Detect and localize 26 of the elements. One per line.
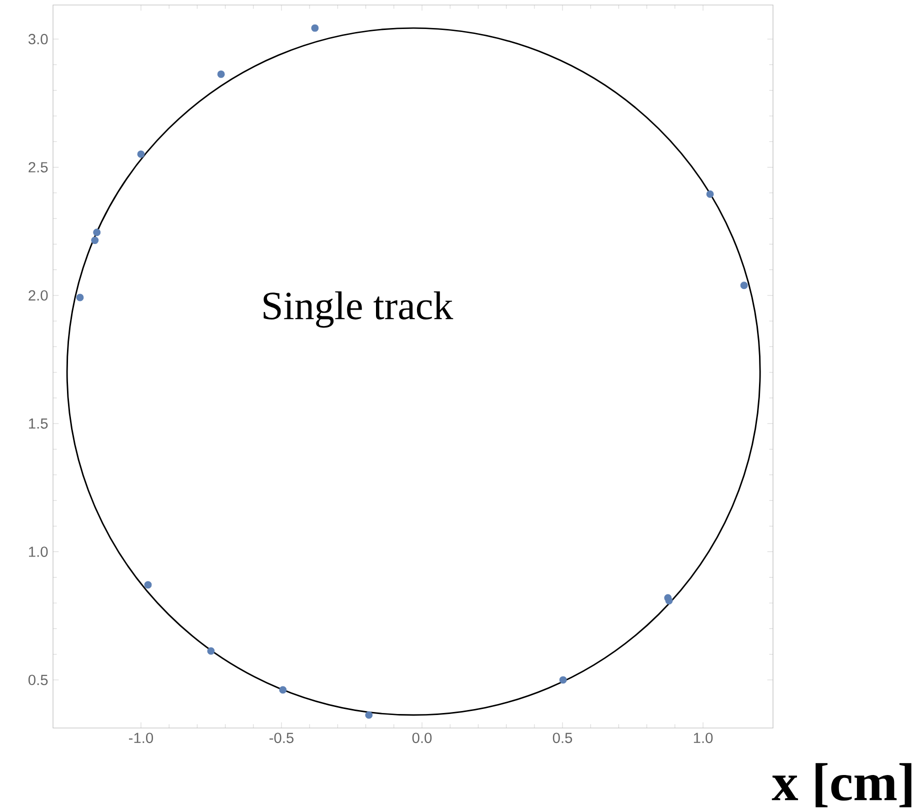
point (137, 150, 145, 158)
x-tick-label: -0.5 (269, 732, 294, 744)
annotation: Single track (264, 291, 454, 328)
x-tick-label: 1.0 (694, 732, 713, 744)
point (311, 24, 319, 32)
point (144, 581, 152, 589)
point (279, 686, 287, 694)
x-tick-label: 0.5 (552, 732, 572, 744)
point (706, 190, 714, 198)
y-tick-label: 0.5 (28, 674, 48, 686)
point (740, 282, 748, 290)
point (217, 70, 225, 78)
y-tick-label: 2.5 (28, 162, 48, 172)
y-tick-label: 1.0 (29, 546, 48, 557)
x-tick-label: 0.0 (412, 732, 432, 744)
x-tick-label: -1.0 (128, 732, 154, 744)
point (365, 711, 373, 719)
point (559, 676, 567, 684)
point (76, 294, 84, 302)
x-axis-title: x [cm] (772, 763, 912, 808)
y-tick-label: 3.0 (28, 34, 48, 44)
point (207, 647, 215, 655)
y-tick-label: 2.0 (28, 290, 48, 301)
point (93, 228, 101, 236)
y-tick-label: 1.5 (29, 418, 48, 429)
point (91, 236, 99, 244)
